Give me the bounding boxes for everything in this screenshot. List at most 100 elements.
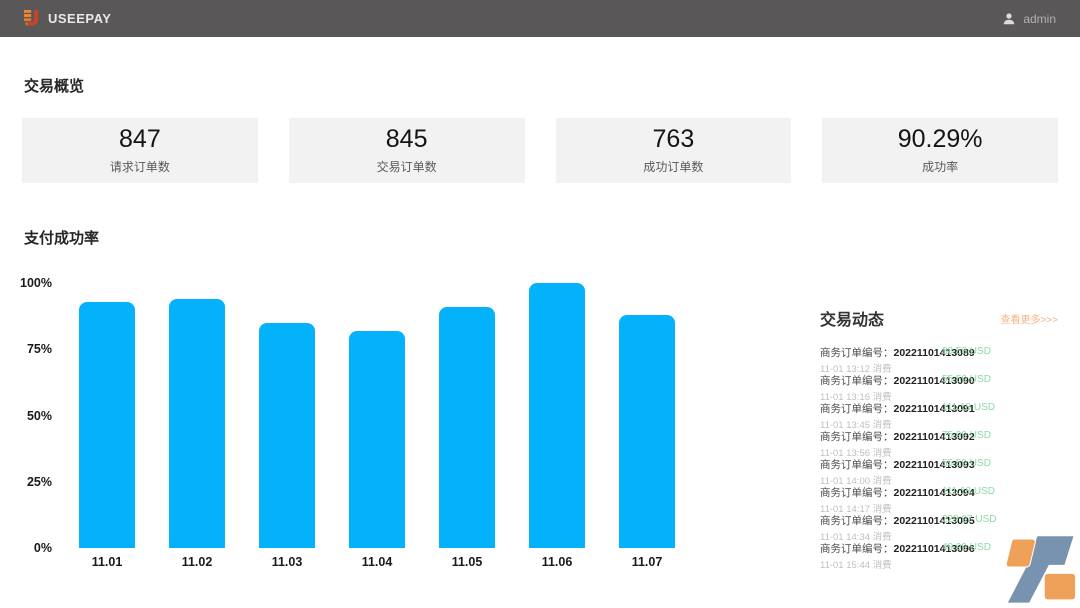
y-tick-label: 75% <box>26 342 52 357</box>
brand-name: USEEPAY <box>48 11 112 26</box>
order-time: 11-01 13:16 <box>820 392 871 403</box>
x-tick-label: 11.02 <box>181 555 213 569</box>
app-header: USEEPAY admin <box>0 0 1080 37</box>
stat-cards-row: 847 请求订单数 845 交易订单数 763 成功订单数 90.29% 成功率 <box>22 118 1058 183</box>
watermark-logo <box>1005 535 1077 604</box>
order-number: 20221101413094 <box>893 487 975 499</box>
order-time: 11-01 13:12 <box>820 364 871 375</box>
y-tick-label: 0% <box>33 541 52 555</box>
transaction-list-item[interactable]: 商务订单编号：20221101413090 11-01 13:16 消费 55.59… <box>820 369 1058 403</box>
order-number-prefix: 商务订单编号： <box>820 403 894 415</box>
order-time-type: 11-01 14:00 消费 <box>820 473 1058 487</box>
order-number-line: 商务订单编号：20221101413096 <box>820 541 1058 556</box>
bar-11.02[interactable] <box>169 298 225 548</box>
transaction-list-item[interactable]: 商务订单编号：20221101413089 11-01 13:12 消费 88.58… <box>820 341 1058 375</box>
order-type: 消费 <box>872 560 892 571</box>
bar-11.06[interactable] <box>529 283 585 548</box>
y-tick-label: 100% <box>20 276 52 290</box>
order-amount: 229.97 USD <box>942 514 997 525</box>
order-amount: 75.99 USD <box>942 430 991 441</box>
bar-slot <box>242 283 332 548</box>
transaction-list-item[interactable]: 商务订单编号：20221101413091 11-01 13:45 消费 111.1… <box>820 397 1058 431</box>
order-number: 20221101413095 <box>893 515 975 527</box>
order-number: 20221101413093 <box>893 459 975 471</box>
transaction-list-item[interactable]: 商务订单编号：20221101413094 11-01 14:17 消费 111.1… <box>820 481 1058 515</box>
bar-11.07[interactable] <box>619 314 675 548</box>
transaction-list-item[interactable]: 商务订单编号：20221101413096 11-01 15:44 消费 49.99… <box>820 537 1058 571</box>
y-tick-label: 25% <box>26 474 52 489</box>
transaction-activity-panel: 交易动态 查看更多>>> 商务订单编号：20221101413089 11-01 … <box>820 306 1058 571</box>
order-amount: 88.58 USD <box>942 346 991 357</box>
x-tick-label: 11.04 <box>361 555 393 569</box>
bar-slot <box>152 283 242 548</box>
order-type: 消费 <box>872 392 892 403</box>
order-number: 20221101413092 <box>893 431 975 443</box>
bar-slot <box>62 283 152 548</box>
order-number-line: 商务订单编号：20221101413094 <box>820 485 1058 500</box>
transaction-list-item[interactable]: 商务订单编号：20221101413095 11-01 14:34 消费 229.9… <box>820 509 1058 543</box>
brand: USEEPAY <box>24 9 111 28</box>
transaction-panel-header: 交易动态 查看更多>>> <box>820 306 1058 330</box>
x-tick-label: 11.03 <box>271 555 303 569</box>
order-type: 消费 <box>872 448 892 459</box>
bar-11.04[interactable] <box>349 330 405 548</box>
main-content: 交易概览 847 请求订单数 845 交易订单数 763 成功订单数 90.29… <box>0 75 1080 571</box>
stat-label: 成功率 <box>922 160 959 175</box>
brand-logo-icon <box>24 9 39 26</box>
x-tick-label: 11.07 <box>631 555 663 569</box>
y-tick-label: 50% <box>26 408 52 423</box>
order-type: 消费 <box>872 532 892 543</box>
order-type: 消费 <box>872 364 892 375</box>
order-number-line: 商务订单编号：20221101413090 <box>820 373 1058 388</box>
order-time: 11-01 14:34 <box>820 532 871 543</box>
bar-slot <box>602 283 692 548</box>
order-amount: 49.99 USD <box>942 542 991 553</box>
chart-section-title: 支付成功率 <box>24 230 100 247</box>
bar-chart-plot <box>62 283 692 548</box>
bar-11.01[interactable] <box>79 301 135 548</box>
order-time-type: 11-01 13:56 消费 <box>820 445 1058 459</box>
order-number-line: 商务订单编号：20221101413095 <box>820 513 1058 528</box>
transaction-list-item[interactable]: 商务订单编号：20221101413093 11-01 14:00 消费 55.59… <box>820 453 1058 487</box>
order-amount: 111.18 USD <box>942 402 995 413</box>
order-type: 消费 <box>872 504 892 515</box>
bar-11.05[interactable] <box>439 306 495 548</box>
stat-label: 成功订单数 <box>643 160 704 175</box>
user-name: admin <box>1023 11 1056 26</box>
order-time-type: 11-01 13:16 消费 <box>820 389 1058 403</box>
user-menu[interactable]: admin <box>1002 12 1056 26</box>
stat-card-success-rate: 90.29% 成功率 <box>822 118 1058 183</box>
order-time-type: 11-01 13:45 消费 <box>820 417 1058 431</box>
order-number-line: 商务订单编号：20221101413093 <box>820 457 1058 472</box>
order-time: 11-01 14:00 <box>820 476 871 487</box>
y-axis: 0% 25% 50% 75% 100% <box>20 276 62 555</box>
bar-11.03[interactable] <box>259 322 315 548</box>
stat-card-transaction-orders: 845 交易订单数 <box>288 118 525 183</box>
order-number: 20221101413096 <box>893 543 975 555</box>
stat-value: 845 <box>385 124 428 153</box>
stat-label: 交易订单数 <box>376 160 437 175</box>
stat-value: 847 <box>119 124 161 153</box>
order-number-prefix: 商务订单编号： <box>820 515 894 527</box>
order-time: 11-01 13:56 <box>820 448 871 459</box>
order-time: 11-01 13:45 <box>820 420 871 431</box>
order-type: 消费 <box>872 476 892 487</box>
x-tick-label: 11.06 <box>541 555 573 569</box>
stat-value: 763 <box>652 124 695 153</box>
order-number-prefix: 商务订单编号： <box>820 487 894 499</box>
bar-slot <box>512 283 602 548</box>
chart-row: 0% 25% 50% 75% 100% 11.01 11.02 11.03 11.04 11.0… <box>20 260 1058 571</box>
x-tick-label: 11.01 <box>91 555 123 569</box>
order-number-line: 商务订单编号：20221101413089 <box>820 345 1058 360</box>
stat-label: 请求订单数 <box>109 160 170 175</box>
transaction-list-item[interactable]: 商务订单编号：20221101413092 11-01 13:56 消费 75.99… <box>820 425 1058 459</box>
x-axis: 11.01 11.02 11.03 11.04 11.05 11.06 11.07 <box>62 555 692 569</box>
order-time-type: 11-01 14:17 消费 <box>820 501 1058 515</box>
x-tick-label: 11.05 <box>451 555 483 569</box>
order-number-line: 商务订单编号：20221101413091 <box>820 401 1058 416</box>
order-number: 20221101413089 <box>893 347 975 359</box>
order-number: 20221101413090 <box>893 375 975 387</box>
view-more-link[interactable]: 查看更多>>> <box>1000 314 1058 326</box>
order-type: 消费 <box>872 420 892 431</box>
